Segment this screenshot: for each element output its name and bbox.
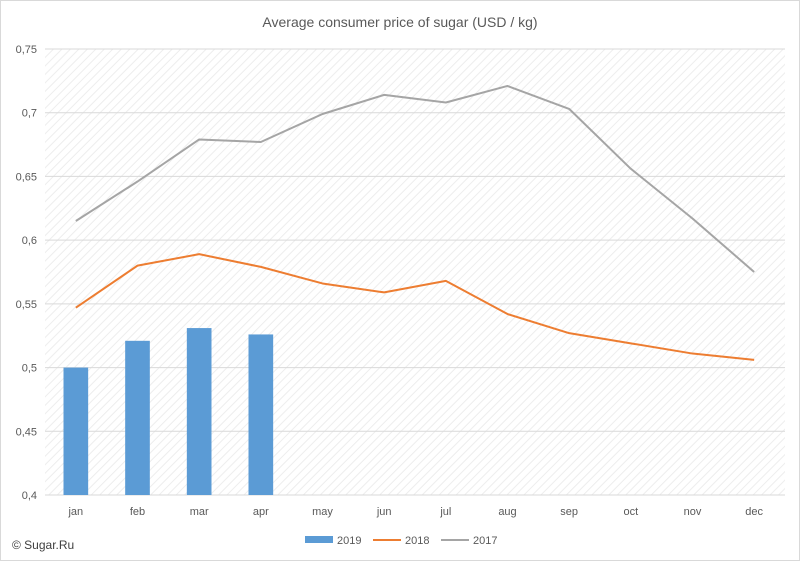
bar-2019-apr [248,334,274,495]
legend-label-2018: 2018 [405,535,429,547]
line-2017 [75,84,755,273]
legend-label-2019: 2019 [337,535,361,547]
y-tick-label: 0,6 [22,235,37,247]
legend: 2019 2018 2017 [305,535,497,547]
x-tick-label: dec [745,506,763,518]
legend-swatch-2019 [305,536,333,543]
y-tick-label: 0,7 [22,108,37,120]
plot-area-background [45,49,785,495]
x-tick-label: sep [560,506,578,518]
y-tick-label: 0,45 [16,426,37,438]
x-tick-label: oct [623,506,638,518]
x-tick-label: feb [130,506,145,518]
y-tick-label: 0,65 [16,171,37,183]
x-tick-label: aug [498,506,516,518]
credit-text: © Sugar.Ru [12,538,74,552]
line-series [75,84,755,361]
x-tick-label: jan [67,506,83,518]
gridlines [45,48,785,496]
line-2018 [75,253,755,361]
bar-2019-jan [63,367,89,495]
y-tick-label: 0,4 [22,490,37,502]
x-axis-ticks: jan feb mar apr may jun jul aug sep oct nov dec [67,506,763,518]
x-tick-label: jun [376,506,392,518]
y-tick-label: 0,5 [22,363,37,375]
y-tick-label: 0,55 [16,299,37,311]
chart-title: Average consumer price of sugar (USD / k… [262,14,537,30]
x-tick-label: may [312,506,333,518]
bar-2019-mar [186,328,212,495]
bar-2019-feb [125,340,150,495]
y-tick-label: 0,75 [16,44,37,56]
y-axis-ticks: 0,4 0,45 0,5 0,55 0,6 0,65 0,7 0,75 [16,44,37,502]
x-tick-label: jul [439,506,451,518]
x-tick-label: nov [684,506,702,518]
x-tick-label: mar [190,506,209,518]
x-tick-label: apr [253,506,269,518]
legend-label-2017: 2017 [473,535,497,547]
bar-series-2019 [63,328,274,495]
